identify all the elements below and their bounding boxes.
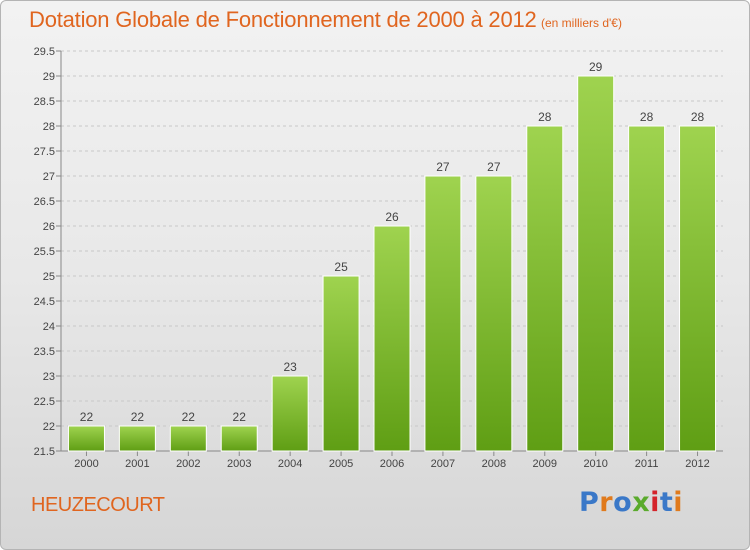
y-tick-label: 26.5 <box>34 196 55 208</box>
y-tick-label: 23 <box>43 371 55 383</box>
bar-2001 <box>118 425 156 452</box>
data-label: 22 <box>131 410 145 424</box>
bar-2007 <box>424 175 462 452</box>
y-tick-label: 27 <box>43 171 55 183</box>
x-tick-label: 2001 <box>125 458 149 470</box>
bar-2008 <box>475 175 513 452</box>
x-tick-label: 2000 <box>74 458 98 470</box>
data-label: 27 <box>487 160 501 174</box>
bar-2010 <box>577 75 615 452</box>
chart-title: Dotation Globale de Fonctionnement de 20… <box>29 7 537 32</box>
x-tick-label: 2007 <box>431 458 455 470</box>
y-tick-label: 25 <box>43 271 55 283</box>
data-labels: 22 22 22 22 23 25 26 27 27 28 29 28 28 <box>80 60 705 424</box>
data-label: 26 <box>385 210 399 224</box>
bar-2006 <box>373 225 411 452</box>
y-tick-label: 22 <box>43 421 55 433</box>
x-tick-label: 2010 <box>583 458 607 470</box>
y-tick-label: 24.5 <box>34 296 55 308</box>
data-label: 22 <box>182 410 196 424</box>
x-tick-label: 2006 <box>380 458 404 470</box>
x-tick-label: 2009 <box>533 458 557 470</box>
unit-label: (en milliers d'€) <box>541 16 622 30</box>
bar-2000 <box>67 425 105 452</box>
x-tick-label: 2008 <box>482 458 506 470</box>
y-tick-label: 25.5 <box>34 246 55 258</box>
y-tick-label: 27.5 <box>34 146 55 158</box>
x-tick-label: 2003 <box>227 458 251 470</box>
data-label: 22 <box>80 410 94 424</box>
bar-2011 <box>628 125 666 452</box>
data-label: 25 <box>334 260 348 274</box>
proxiti-logo[interactable]: Proxiti <box>579 487 684 518</box>
y-axis: 21.5 22 22.5 23 23.5 24 24.5 25 25.5 26 26.5 27 27.5… <box>34 46 62 458</box>
bars <box>67 75 717 452</box>
data-label: 29 <box>589 60 603 74</box>
data-label: 28 <box>538 110 552 124</box>
data-label: 28 <box>691 110 705 124</box>
x-tick-label: 2012 <box>685 458 709 470</box>
data-label: 23 <box>283 360 297 374</box>
y-tick-label: 28.5 <box>34 96 55 108</box>
y-tick-label: 23.5 <box>34 346 55 358</box>
bar-2005 <box>322 275 360 452</box>
commune-name: HEUZECOURT <box>31 494 165 516</box>
y-tick-label: 24 <box>43 321 55 333</box>
x-tick-label: 2004 <box>278 458 302 470</box>
y-tick-label: 22.5 <box>34 396 55 408</box>
bar-2002 <box>169 425 207 452</box>
bar-2009 <box>526 125 564 452</box>
y-tick-label: 29.5 <box>34 46 55 58</box>
bar-2012 <box>679 125 717 452</box>
x-axis: 2000 2001 2002 2003 2004 2005 2006 2007 2008 2009… <box>61 450 723 470</box>
y-tick-label: 26 <box>43 221 55 233</box>
data-label: 28 <box>640 110 654 124</box>
y-tick-label: 21.5 <box>34 446 55 458</box>
bar-2003 <box>220 425 258 452</box>
bar-2004 <box>271 375 309 452</box>
x-tick-label: 2002 <box>176 458 200 470</box>
data-label: 27 <box>436 160 450 174</box>
y-tick-label: 29 <box>43 71 55 83</box>
data-label: 22 <box>233 410 247 424</box>
x-tick-label: 2005 <box>329 458 353 470</box>
x-tick-label: 2011 <box>635 458 659 470</box>
y-tick-label: 28 <box>43 121 55 133</box>
